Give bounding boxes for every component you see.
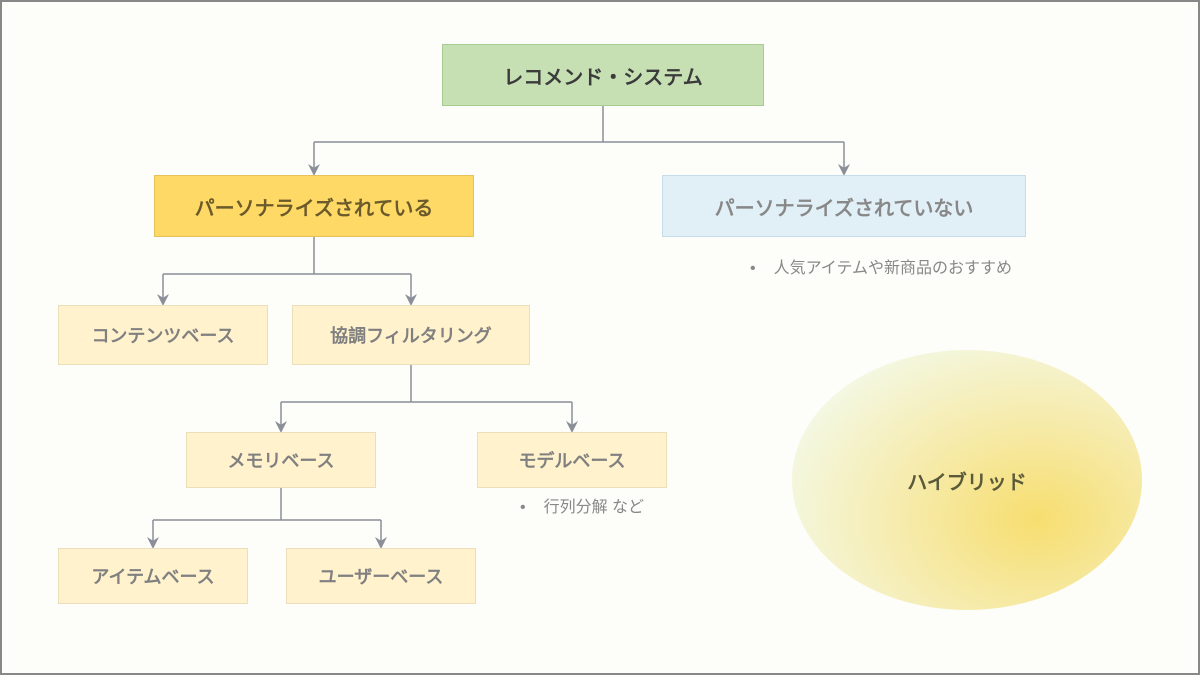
node-content_based: コンテンツベース — [58, 305, 268, 365]
node-model: モデルベース — [477, 432, 667, 488]
node-not_personalized: パーソナライズされていない — [662, 175, 1026, 237]
node-label-collab: 協調フィルタリング — [330, 322, 492, 348]
node-label-root: レコメンド・システム — [503, 61, 702, 90]
node-label-memory: メモリベース — [227, 447, 334, 473]
node-memory: メモリベース — [186, 432, 376, 488]
node-collab: 協調フィルタリング — [292, 305, 530, 365]
bullet-popular: 人気アイテムや新商品のおすすめ — [750, 257, 1040, 281]
node-root: レコメンド・システム — [442, 44, 764, 106]
node-user_based: ユーザーベース — [286, 548, 476, 604]
bullet-matrix: 行列分解 など — [520, 496, 720, 520]
node-label-item_based: アイテムベース — [91, 563, 214, 589]
node-personalized: パーソナライズされている — [154, 175, 474, 237]
hybrid-node: ハイブリッド — [792, 350, 1142, 610]
hybrid-label: ハイブリッド — [907, 466, 1027, 495]
node-label-personalized: パーソナライズされている — [195, 192, 434, 221]
node-label-user_based: ユーザーベース — [319, 563, 444, 589]
node-label-content_based: コンテンツベース — [91, 322, 234, 348]
node-label-not_personalized: パーソナライズされていない — [715, 192, 974, 221]
node-label-model: モデルベース — [518, 447, 625, 473]
node-item_based: アイテムベース — [58, 548, 248, 604]
